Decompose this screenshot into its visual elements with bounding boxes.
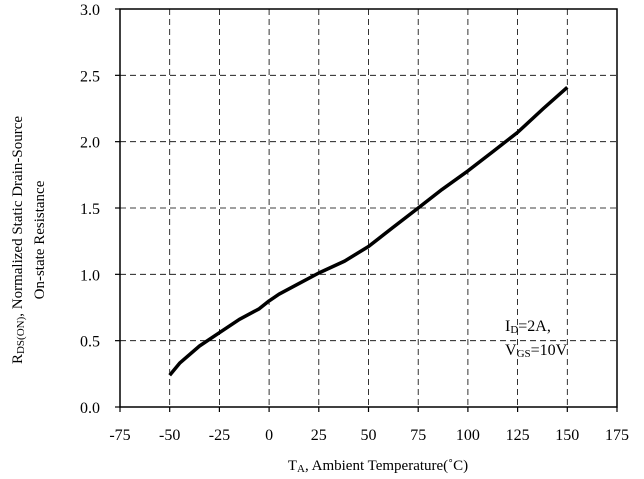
annotation-vgs: VGS=10V	[505, 342, 568, 360]
y-axis-title: RDS(ON), Normalized Static Drain-Source …	[10, 116, 48, 364]
series-layer	[168, 85, 569, 377]
x-tick-label: 25	[311, 427, 327, 444]
y-tick-label: 2.5	[80, 68, 100, 85]
grid-lines	[120, 9, 617, 407]
x-tick-label: -25	[209, 427, 230, 444]
y-tick-label: 2.0	[80, 135, 100, 152]
x-tick-label: -75	[109, 427, 130, 444]
y-axis-title-line2: On-state Resistance	[32, 180, 48, 299]
x-tick-label: -50	[159, 427, 180, 444]
y-tick-label: 0.0	[80, 400, 100, 417]
axis-ticks: -75 -50 -25 0 25 50 75 100 125 150 175 0.0 0.5 1.0 1.5…	[80, 2, 629, 444]
x-tick-label: 75	[410, 427, 426, 444]
x-tick-label: 150	[555, 427, 579, 444]
series-line	[168, 85, 569, 377]
y-tick-label: 1.0	[80, 267, 100, 284]
annotation-id: ID=2A,	[505, 318, 551, 336]
y-tick-label: 3.0	[80, 2, 100, 19]
y-axis-title-line1: RDS(ON), Normalized Static Drain-Source	[10, 116, 27, 364]
x-axis-title: TA, Ambient Temperature(˚C)	[288, 458, 468, 475]
x-tick-label: 50	[361, 427, 377, 444]
x-tick-label: 0	[265, 427, 273, 444]
x-tick-label: 175	[605, 427, 629, 444]
y-tick-label: 1.5	[80, 201, 100, 218]
y-tick-label: 0.5	[80, 334, 100, 351]
x-tick-label: 125	[506, 427, 530, 444]
x-tick-label: 100	[456, 427, 480, 444]
